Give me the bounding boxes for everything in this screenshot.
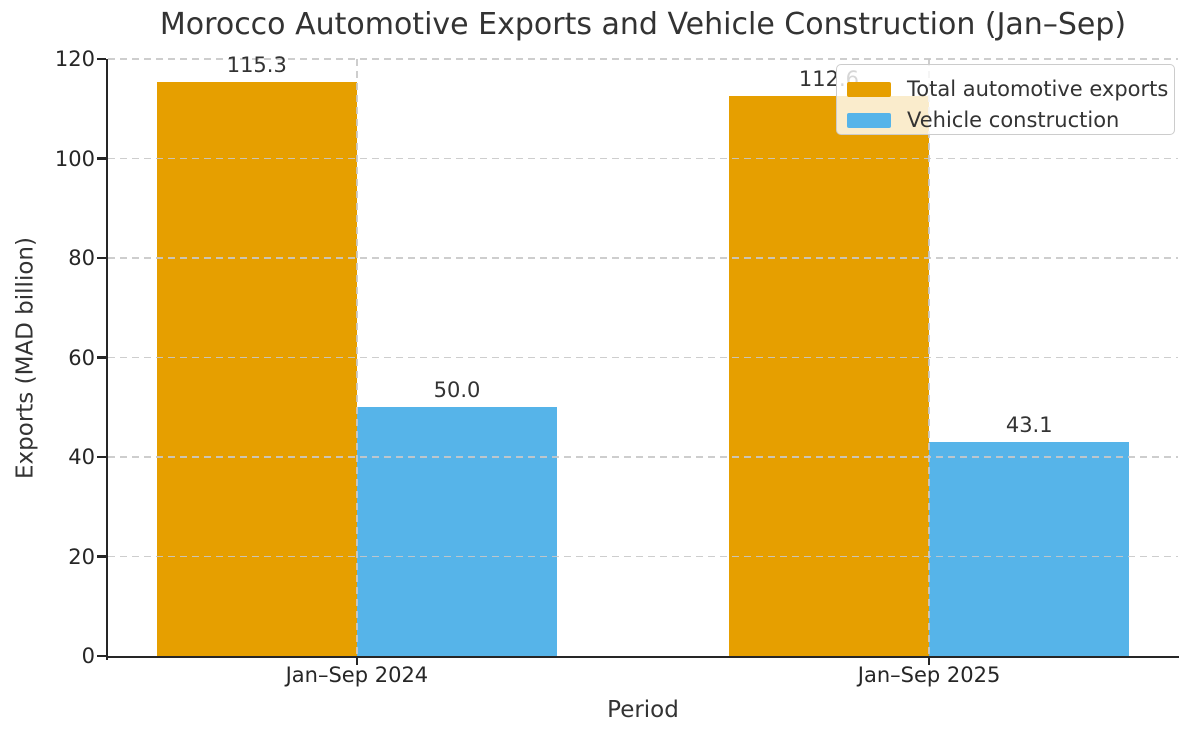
y-tick-label: 0	[81, 644, 95, 668]
x-gridline	[928, 59, 930, 656]
x-axis-spine	[106, 656, 1179, 659]
bar-vehicle-construction-2024	[356, 407, 558, 656]
legend-label-total-exports: Total automotive exports	[907, 77, 1169, 101]
legend-row: Vehicle construction	[847, 105, 1162, 136]
y-gridline	[108, 58, 1178, 60]
bar-value-label: 50.0	[433, 378, 481, 403]
y-gridline	[108, 356, 1178, 359]
y-tick-mark	[97, 455, 106, 459]
y-tick-label: 20	[68, 544, 95, 569]
y-gridline	[108, 555, 1178, 558]
bar-total-exports-2024	[156, 82, 357, 656]
y-axis-spine	[106, 59, 109, 660]
bar-value-label: 115.3	[226, 53, 287, 78]
bar-value-label: 43.1	[1005, 412, 1053, 437]
plot-area: Total automotive exports Vehicle constru…	[97, 55, 1179, 665]
y-gridline	[108, 456, 1178, 458]
y-tick-label: 100	[54, 146, 95, 171]
legend: Total automotive exports Vehicle constru…	[836, 64, 1175, 135]
y-tick-mark	[97, 654, 106, 658]
y-tick-mark	[97, 157, 106, 160]
bar-vehicle-construction-2025	[929, 441, 1130, 656]
legend-label-vehicle-construction: Vehicle construction	[907, 108, 1120, 132]
x-axis-title: Period	[607, 697, 679, 723]
x-tick-label: Jan–Sep 2025	[857, 663, 1001, 687]
y-gridline	[108, 257, 1178, 259]
x-tick-mark	[927, 656, 931, 665]
legend-swatch-vehicle-construction	[847, 113, 891, 128]
legend-swatch-total-exports	[847, 82, 891, 97]
x-gridline	[356, 59, 358, 656]
y-tick-mark	[97, 356, 106, 359]
legend-row: Total automotive exports	[847, 74, 1168, 105]
chart-title: Morocco Automotive Exports and Vehicle C…	[159, 7, 1127, 42]
y-tick-label: 120	[54, 47, 95, 71]
y-tick-mark	[97, 555, 106, 558]
y-gridline	[108, 157, 1178, 160]
y-tick-mark	[97, 256, 106, 260]
x-tick-label: Jan–Sep 2024	[285, 663, 429, 687]
y-tick-label: 60	[68, 345, 95, 370]
y-tick-mark	[97, 57, 106, 61]
bar-total-exports-2025	[728, 95, 930, 656]
x-tick-mark	[355, 656, 358, 665]
y-tick-label: 80	[68, 246, 95, 270]
y-tick-label: 40	[68, 445, 95, 469]
